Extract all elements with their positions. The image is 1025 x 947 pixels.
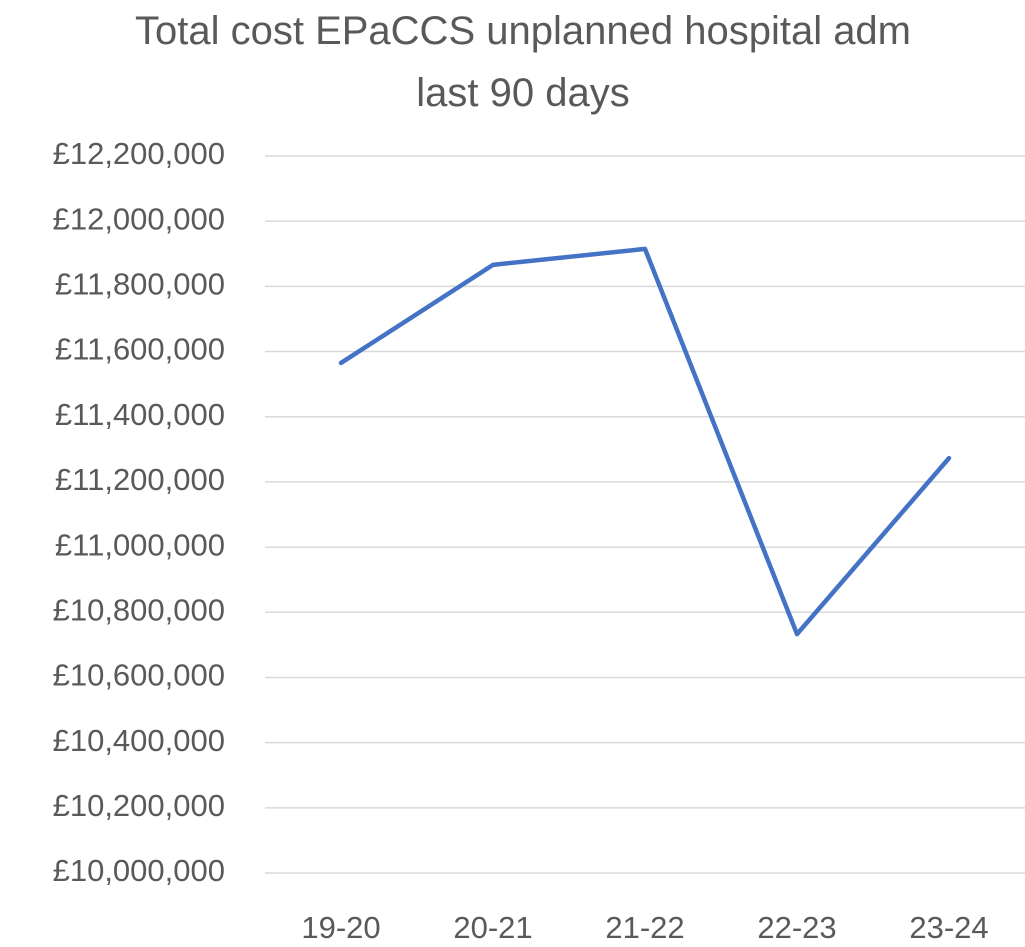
x-tick-label: 22-23 xyxy=(757,910,836,945)
y-tick-label: £10,000,000 xyxy=(53,853,225,888)
y-tick-label: £11,600,000 xyxy=(55,332,225,367)
x-tick-label: 20-21 xyxy=(453,910,532,945)
y-tick-label: £10,400,000 xyxy=(53,723,225,758)
y-tick-label: £12,000,000 xyxy=(53,201,225,236)
y-tick-label: £10,600,000 xyxy=(53,658,225,693)
y-tick-label: £11,400,000 xyxy=(55,397,225,432)
y-tick-label: £11,200,000 xyxy=(55,462,225,497)
x-tick-label: 23-24 xyxy=(909,910,988,945)
y-tick-label: £12,200,000 xyxy=(53,136,225,171)
y-tick-label: £11,000,000 xyxy=(55,527,225,562)
y-tick-label: £10,800,000 xyxy=(53,592,225,627)
x-tick-label: 19-20 xyxy=(301,910,380,945)
y-tick-label: £11,800,000 xyxy=(55,267,225,302)
y-tick-label: £10,200,000 xyxy=(53,788,225,823)
chart-title: Total cost EPaCCS unplanned hospital adm… xyxy=(134,9,911,115)
x-tick-label: 21-22 xyxy=(605,910,684,945)
data-line xyxy=(338,246,952,637)
